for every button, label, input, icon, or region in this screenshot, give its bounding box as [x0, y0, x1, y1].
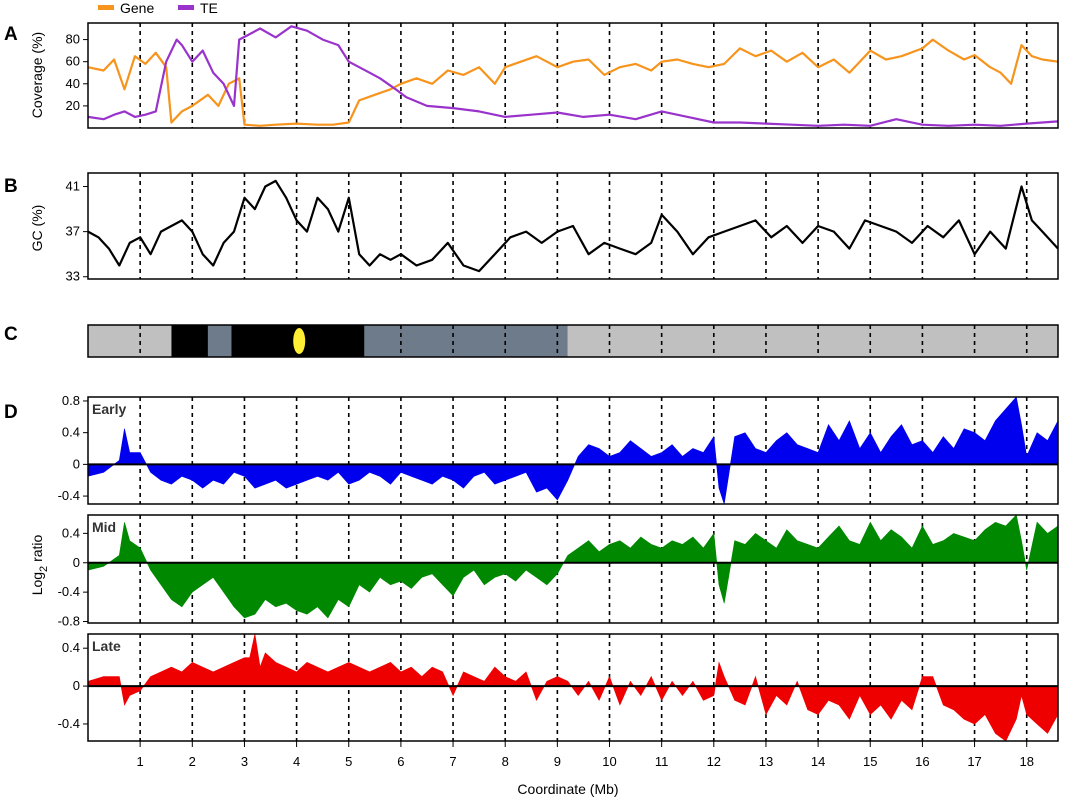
ylabel-log2-suffix: ratio — [29, 534, 45, 565]
panel-b-ytick-label-1: 37 — [66, 224, 80, 239]
x-tick-label-2: 2 — [189, 754, 196, 769]
panel-d-early-frame — [87, 396, 1059, 505]
legend-swatch-te — [178, 5, 194, 10]
ylabel-gc: GC (%) — [29, 205, 45, 252]
x-tick-label-12: 12 — [707, 754, 721, 769]
panel-d-early-ytick-label-0: 0.8 — [62, 393, 80, 408]
track-label-late: Late — [92, 638, 121, 654]
x-tick-label-14: 14 — [811, 754, 825, 769]
x-tick-label-3: 3 — [241, 754, 248, 769]
panel-a: Coverage (%) 20 40 60 80 — [29, 22, 1059, 129]
legend-label-te: TE — [200, 0, 218, 16]
panel-d-early-ytick-label-3: -0.4 — [58, 488, 80, 503]
legend-swatch-gene — [98, 5, 114, 10]
panel-d-late-area — [87, 633, 1059, 742]
x-tick-label-9: 9 — [554, 754, 561, 769]
panel-d-early-area — [87, 396, 1059, 505]
panel-a-frame — [87, 22, 1059, 129]
x-tick-label-15: 15 — [863, 754, 877, 769]
track-label-mid: Mid — [92, 519, 116, 535]
panel-d-early-ytick-label-1: 0.4 — [62, 425, 80, 440]
ylabel-log2-prefix: Log — [29, 572, 45, 595]
ylabel-log2-ratio: Log2 ratio — [29, 534, 50, 595]
panel-letter-c: C — [4, 324, 18, 345]
panel-letter-b: B — [4, 176, 18, 197]
panel-b: GC (%) 33 37 41 — [29, 172, 1059, 284]
panel-c-frame — [87, 324, 1059, 358]
legend: Gene TE — [98, 0, 218, 16]
panel-d-late-ytick-label-2: -0.4 — [58, 716, 80, 731]
x-axis-title: Coordinate (Mb) — [517, 781, 618, 797]
panel-b-frame — [87, 172, 1059, 280]
x-tick-label-5: 5 — [345, 754, 352, 769]
panel-a-ytick-label-1: 40 — [66, 76, 80, 91]
panel-letter-d: D — [4, 402, 18, 423]
centromere-marker — [293, 328, 306, 354]
panel-c-segment-4 — [364, 325, 568, 357]
track-label-early: Early — [92, 401, 126, 417]
panel-letter-a: A — [4, 24, 18, 45]
panel-d-late-ytick-label-0: 0.4 — [62, 640, 80, 655]
panel-a-series-gene-line — [87, 38, 1059, 127]
x-tick-label-1: 1 — [137, 754, 144, 769]
panel-d-mid-ytick-label-3: -0.8 — [58, 614, 80, 629]
panel-d-mid-ytick-label-0: 0.4 — [62, 525, 80, 540]
panel-d-mid-ytick-label-1: 0 — [73, 555, 80, 570]
panel-d-mid-ytick-label-2: -0.4 — [58, 584, 80, 599]
x-tick-label-13: 13 — [759, 754, 773, 769]
panel-a-ytick-label-3: 80 — [66, 32, 80, 47]
panel-d-early-ytick-label-2: 0 — [73, 456, 80, 471]
panel-d-late-frame — [87, 633, 1059, 742]
x-tick-label-4: 4 — [293, 754, 300, 769]
panel-d: Log2 ratio 0.80.40-0.40.40-0.4-0.80.40-0… — [29, 393, 1059, 797]
panel-b-gc-line — [87, 179, 1059, 273]
ylabel-coverage: Coverage (%) — [29, 32, 45, 118]
legend-label-gene: Gene — [120, 0, 154, 16]
x-tick-label-8: 8 — [502, 754, 509, 769]
x-tick-label-16: 16 — [915, 754, 929, 769]
panel-a-ytick-label-2: 60 — [66, 54, 80, 69]
panel-c — [87, 324, 1059, 358]
panel-d-mid-frame — [87, 514, 1059, 624]
panel-d-mid-area — [87, 514, 1059, 619]
panel-b-ytick-label-2: 41 — [66, 179, 80, 194]
panel-b-ytick-label-0: 33 — [66, 269, 80, 284]
panel-c-segment-0 — [88, 325, 172, 357]
ylabel-log2-sub: 2 — [38, 566, 50, 572]
panel-c-segment-2 — [207, 325, 232, 357]
panel-c-segment-5 — [567, 325, 1058, 357]
x-tick-label-10: 10 — [602, 754, 616, 769]
panel-d-late-ytick-label-1: 0 — [73, 678, 80, 693]
x-tick-label-11: 11 — [655, 754, 669, 769]
x-tick-label-6: 6 — [397, 754, 404, 769]
panel-a-series-te-line — [87, 25, 1059, 127]
panel-a-ytick-label-0: 20 — [66, 98, 80, 113]
x-tick-label-7: 7 — [449, 754, 456, 769]
x-tick-label-18: 18 — [1019, 754, 1033, 769]
x-tick-label-17: 17 — [967, 754, 981, 769]
panel-c-segment-1 — [171, 325, 208, 357]
